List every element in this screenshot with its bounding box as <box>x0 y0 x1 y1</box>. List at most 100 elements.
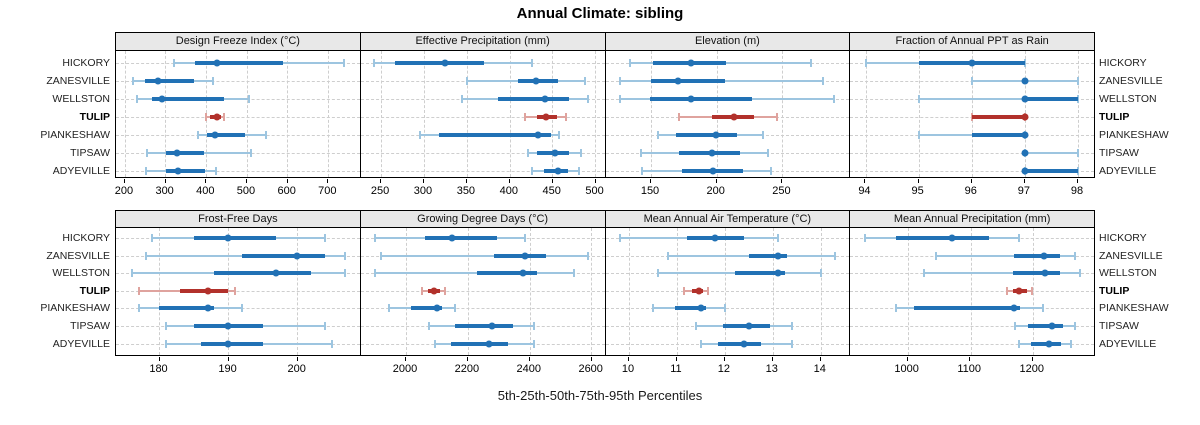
whisker-cap-left <box>657 269 660 278</box>
median-dot <box>708 149 716 156</box>
median-dot <box>1010 304 1018 312</box>
chart-title: Annual Climate: sibling <box>516 5 684 22</box>
whisker-cap-right <box>1024 58 1027 67</box>
whisker-cap-right <box>1078 269 1081 278</box>
whisker-cap-right <box>766 148 769 157</box>
median-dot <box>224 234 232 242</box>
plot-area <box>116 228 360 355</box>
x-axis-mean-annual-air-temperature-c: 10 11 12 13 14 <box>604 357 849 377</box>
site-label-right-tipsaw: TIPSAW <box>1099 146 1139 159</box>
x-tick-label: 200 <box>706 185 725 197</box>
whisker-cap-left <box>132 76 135 85</box>
x-gridline <box>424 51 426 177</box>
whisker-cap-right <box>822 76 825 85</box>
panel-effective-precipitation-mm: Effective Precipitation (mm) <box>359 33 605 177</box>
whisker-cap-left <box>666 251 669 260</box>
median-dot <box>697 304 705 312</box>
whisker-cap-right <box>580 148 583 157</box>
median-dot <box>774 252 782 260</box>
x-tick <box>917 179 919 183</box>
whisker-cap-right <box>1074 251 1077 260</box>
median-dot <box>485 340 493 348</box>
whisker-cap-left <box>144 251 147 260</box>
whisker-cap-right <box>223 112 226 121</box>
percentile-range-5-95 <box>375 272 575 275</box>
whisker-cap-left <box>527 148 530 157</box>
whisker-cap-left <box>418 130 421 139</box>
whisker-cap-left <box>656 130 659 139</box>
iqr-bar-25-75 <box>676 132 737 137</box>
x-tick-label: 350 <box>456 185 476 197</box>
site-label-right-wellston: WELLSTON <box>1099 267 1157 280</box>
whisker-cap-right <box>533 322 536 330</box>
site-label-left-adyeville: ADYEVILLE <box>52 337 110 350</box>
x-tick <box>590 357 592 361</box>
median-dot <box>1021 167 1029 174</box>
median-dot <box>488 322 496 330</box>
site-label-right-tulip: TULIP <box>1099 110 1130 123</box>
whisker-cap-left <box>971 76 974 85</box>
iqr-bar-25-75 <box>717 341 761 346</box>
x-tick-label: 250 <box>370 185 390 197</box>
median-dot <box>711 234 719 242</box>
x-tick <box>404 357 406 361</box>
x-gridline <box>287 51 289 177</box>
y-gridline <box>360 290 605 292</box>
x-tick <box>969 357 971 361</box>
x-tick <box>286 179 288 183</box>
median-dot <box>154 77 162 84</box>
whisker-cap-right <box>1073 322 1076 330</box>
whisker-cap-left <box>130 269 133 278</box>
x-gridline <box>381 51 383 177</box>
whisker-cap-right <box>1018 234 1021 242</box>
x-gridline <box>919 51 921 177</box>
whisker-cap-left <box>374 269 377 278</box>
median-dot <box>448 234 456 242</box>
x-tick <box>466 357 468 361</box>
site-label-left-tulip: TULIP <box>79 284 110 297</box>
site-label-left-piankeshaw: PIANKESHAW <box>40 128 110 141</box>
x-tick-label: 1200 <box>1019 363 1044 375</box>
x-tick <box>1031 357 1033 361</box>
whisker-cap-right <box>1031 286 1034 295</box>
panel-strip-label: Growing Degree Days (°C) <box>360 211 605 228</box>
panel-elevation-m: Elevation (m) <box>604 33 850 177</box>
whisker-cap-right <box>587 251 590 260</box>
whisker-cap-right <box>1069 339 1072 348</box>
median-dot <box>1021 149 1029 156</box>
x-tick-label: 14 <box>813 363 826 375</box>
x-tick-label: 96 <box>964 185 977 197</box>
site-label-left-hickory: HICKORY <box>62 56 110 69</box>
whisker-cap-right <box>565 112 567 121</box>
whisker-cap-left <box>918 94 921 103</box>
whisker-cap-left <box>145 148 148 157</box>
x-tick-label: 300 <box>155 185 174 197</box>
whisker-cap-left <box>935 251 938 260</box>
iqr-bar-25-75 <box>242 253 325 258</box>
x-tick <box>819 357 821 361</box>
whisker-cap-right <box>1077 166 1080 175</box>
median-dot <box>204 287 212 295</box>
y-gridline <box>116 116 360 118</box>
iqr-bar-25-75 <box>151 96 224 101</box>
iqr-bar-25-75 <box>455 324 513 328</box>
whisker-cap-right <box>832 94 835 103</box>
median-dot <box>1021 95 1029 102</box>
x-tick-label: 180 <box>149 363 168 375</box>
median-dot <box>1021 131 1029 138</box>
iqr-bar-25-75 <box>972 132 1026 137</box>
iqr-bar-25-75 <box>206 132 245 137</box>
iqr-bar-25-75 <box>674 306 706 311</box>
x-tick <box>1023 179 1025 183</box>
iqr-bar-25-75 <box>195 60 284 65</box>
median-dot <box>1040 252 1048 260</box>
panel-mean-annual-air-temperature-c: Mean Annual Air Temperature (°C) <box>604 211 850 355</box>
x-tick <box>650 179 651 183</box>
site-label-left-hickory: HICKORY <box>62 232 110 244</box>
median-dot <box>433 304 441 312</box>
whisker-cap-left <box>922 269 925 278</box>
site-label-right-hickory: HICKORY <box>1099 232 1147 244</box>
whisker-cap-left <box>151 234 154 242</box>
whisker-cap-left <box>652 304 655 313</box>
x-gridline <box>782 51 784 177</box>
